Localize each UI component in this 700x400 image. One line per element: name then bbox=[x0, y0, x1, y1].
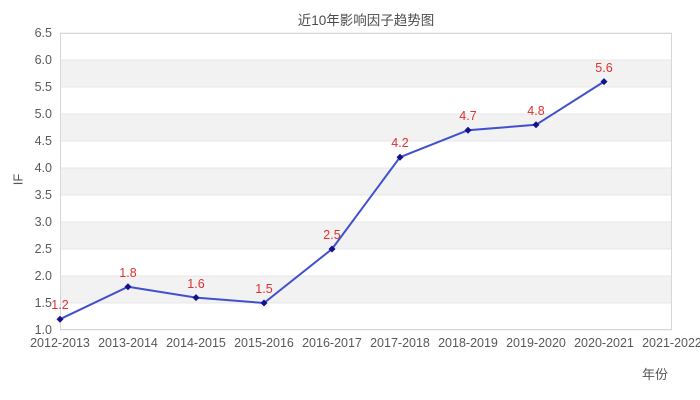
data-point-marker bbox=[192, 294, 200, 302]
plot-band bbox=[60, 276, 672, 303]
data-label: 4.7 bbox=[459, 109, 477, 124]
plot-band bbox=[60, 114, 672, 141]
plot-band bbox=[60, 195, 672, 222]
x-tick-label: 2014-2015 bbox=[166, 336, 226, 350]
data-label: 5.6 bbox=[595, 60, 613, 75]
y-tick-label: 2.0 bbox=[34, 268, 52, 283]
plot-band bbox=[60, 168, 672, 195]
x-tick-label: 2020-2021 bbox=[574, 336, 634, 350]
x-axis-title: 年份 bbox=[641, 367, 668, 382]
y-tick-label: 5.0 bbox=[34, 106, 52, 121]
data-label: 1.8 bbox=[119, 265, 137, 280]
data-point-marker bbox=[328, 245, 336, 253]
y-tick-label: 6.5 bbox=[34, 25, 52, 40]
data-label: 4.2 bbox=[391, 136, 409, 151]
plot-band bbox=[60, 60, 672, 87]
y-tick-label: 1.5 bbox=[34, 295, 52, 310]
data-label: 1.2 bbox=[51, 298, 69, 313]
x-tick-label: 2012-2013 bbox=[30, 336, 90, 350]
x-tick-label: 2019-2020 bbox=[506, 336, 566, 350]
y-tick-label: 6.0 bbox=[34, 52, 52, 67]
data-label: 1.6 bbox=[187, 276, 205, 291]
plot-area bbox=[56, 32, 672, 331]
x-tick-label: 2021-2022 bbox=[642, 336, 700, 350]
y-tick-label: 1.0 bbox=[34, 322, 52, 337]
x-tick-label: 2017-2018 bbox=[370, 336, 430, 350]
plot-band bbox=[60, 222, 672, 249]
plot-band bbox=[60, 303, 672, 330]
data-point-marker bbox=[464, 126, 472, 134]
data-point-marker bbox=[396, 153, 404, 161]
data-point-marker bbox=[56, 315, 64, 323]
y-tick-label: 3.5 bbox=[34, 187, 52, 202]
data-point-marker bbox=[260, 299, 268, 307]
data-point-marker bbox=[532, 121, 540, 129]
data-label: 2.5 bbox=[323, 228, 341, 242]
plot-band bbox=[60, 249, 672, 276]
x-tick-label: 2018-2019 bbox=[438, 336, 498, 350]
data-point-marker bbox=[600, 78, 608, 86]
x-tick-label: 2015-2016 bbox=[234, 336, 294, 350]
y-tick-label: 5.5 bbox=[34, 79, 52, 94]
plot-band bbox=[60, 141, 672, 168]
data-point-marker bbox=[124, 283, 132, 291]
x-tick-label: 2013-2014 bbox=[98, 336, 158, 350]
data-label: 4.8 bbox=[527, 103, 545, 118]
data-label: 1.5 bbox=[255, 282, 273, 296]
plot-band bbox=[60, 33, 672, 60]
y-tick-label: 4.0 bbox=[34, 160, 52, 175]
x-tick-label: 2016-2017 bbox=[302, 336, 362, 350]
plot-border bbox=[60, 33, 672, 330]
y-tick-label: 4.5 bbox=[34, 133, 52, 148]
plot-band bbox=[60, 87, 672, 114]
chart-title: 近10年影响因子趋势图 bbox=[297, 13, 435, 28]
y-tick-label: 2.5 bbox=[34, 241, 52, 256]
y-tick-label: 3.0 bbox=[34, 214, 52, 229]
